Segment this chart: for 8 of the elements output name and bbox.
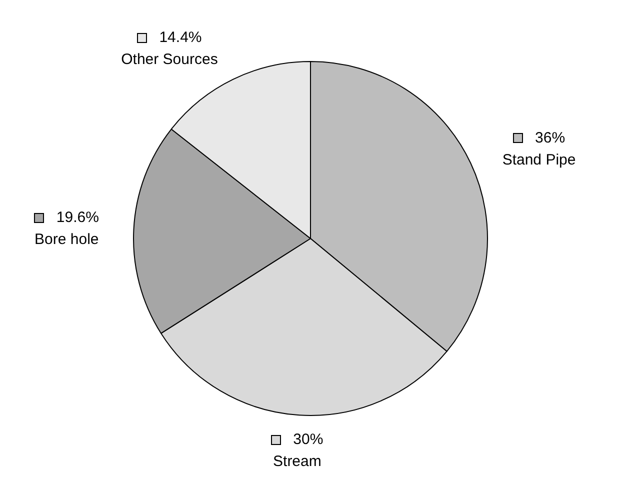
data-label: 30% — [293, 431, 324, 448]
legend-label: Other Sources — [121, 50, 218, 68]
legend-label: Stand Pipe — [502, 151, 576, 168]
data-label: 14.4% — [159, 28, 202, 46]
data-label: 36% — [535, 129, 566, 146]
legend-label: Bore hole — [34, 230, 99, 248]
legend-label: Stream — [273, 453, 322, 470]
data-label: 19.6% — [56, 208, 99, 226]
